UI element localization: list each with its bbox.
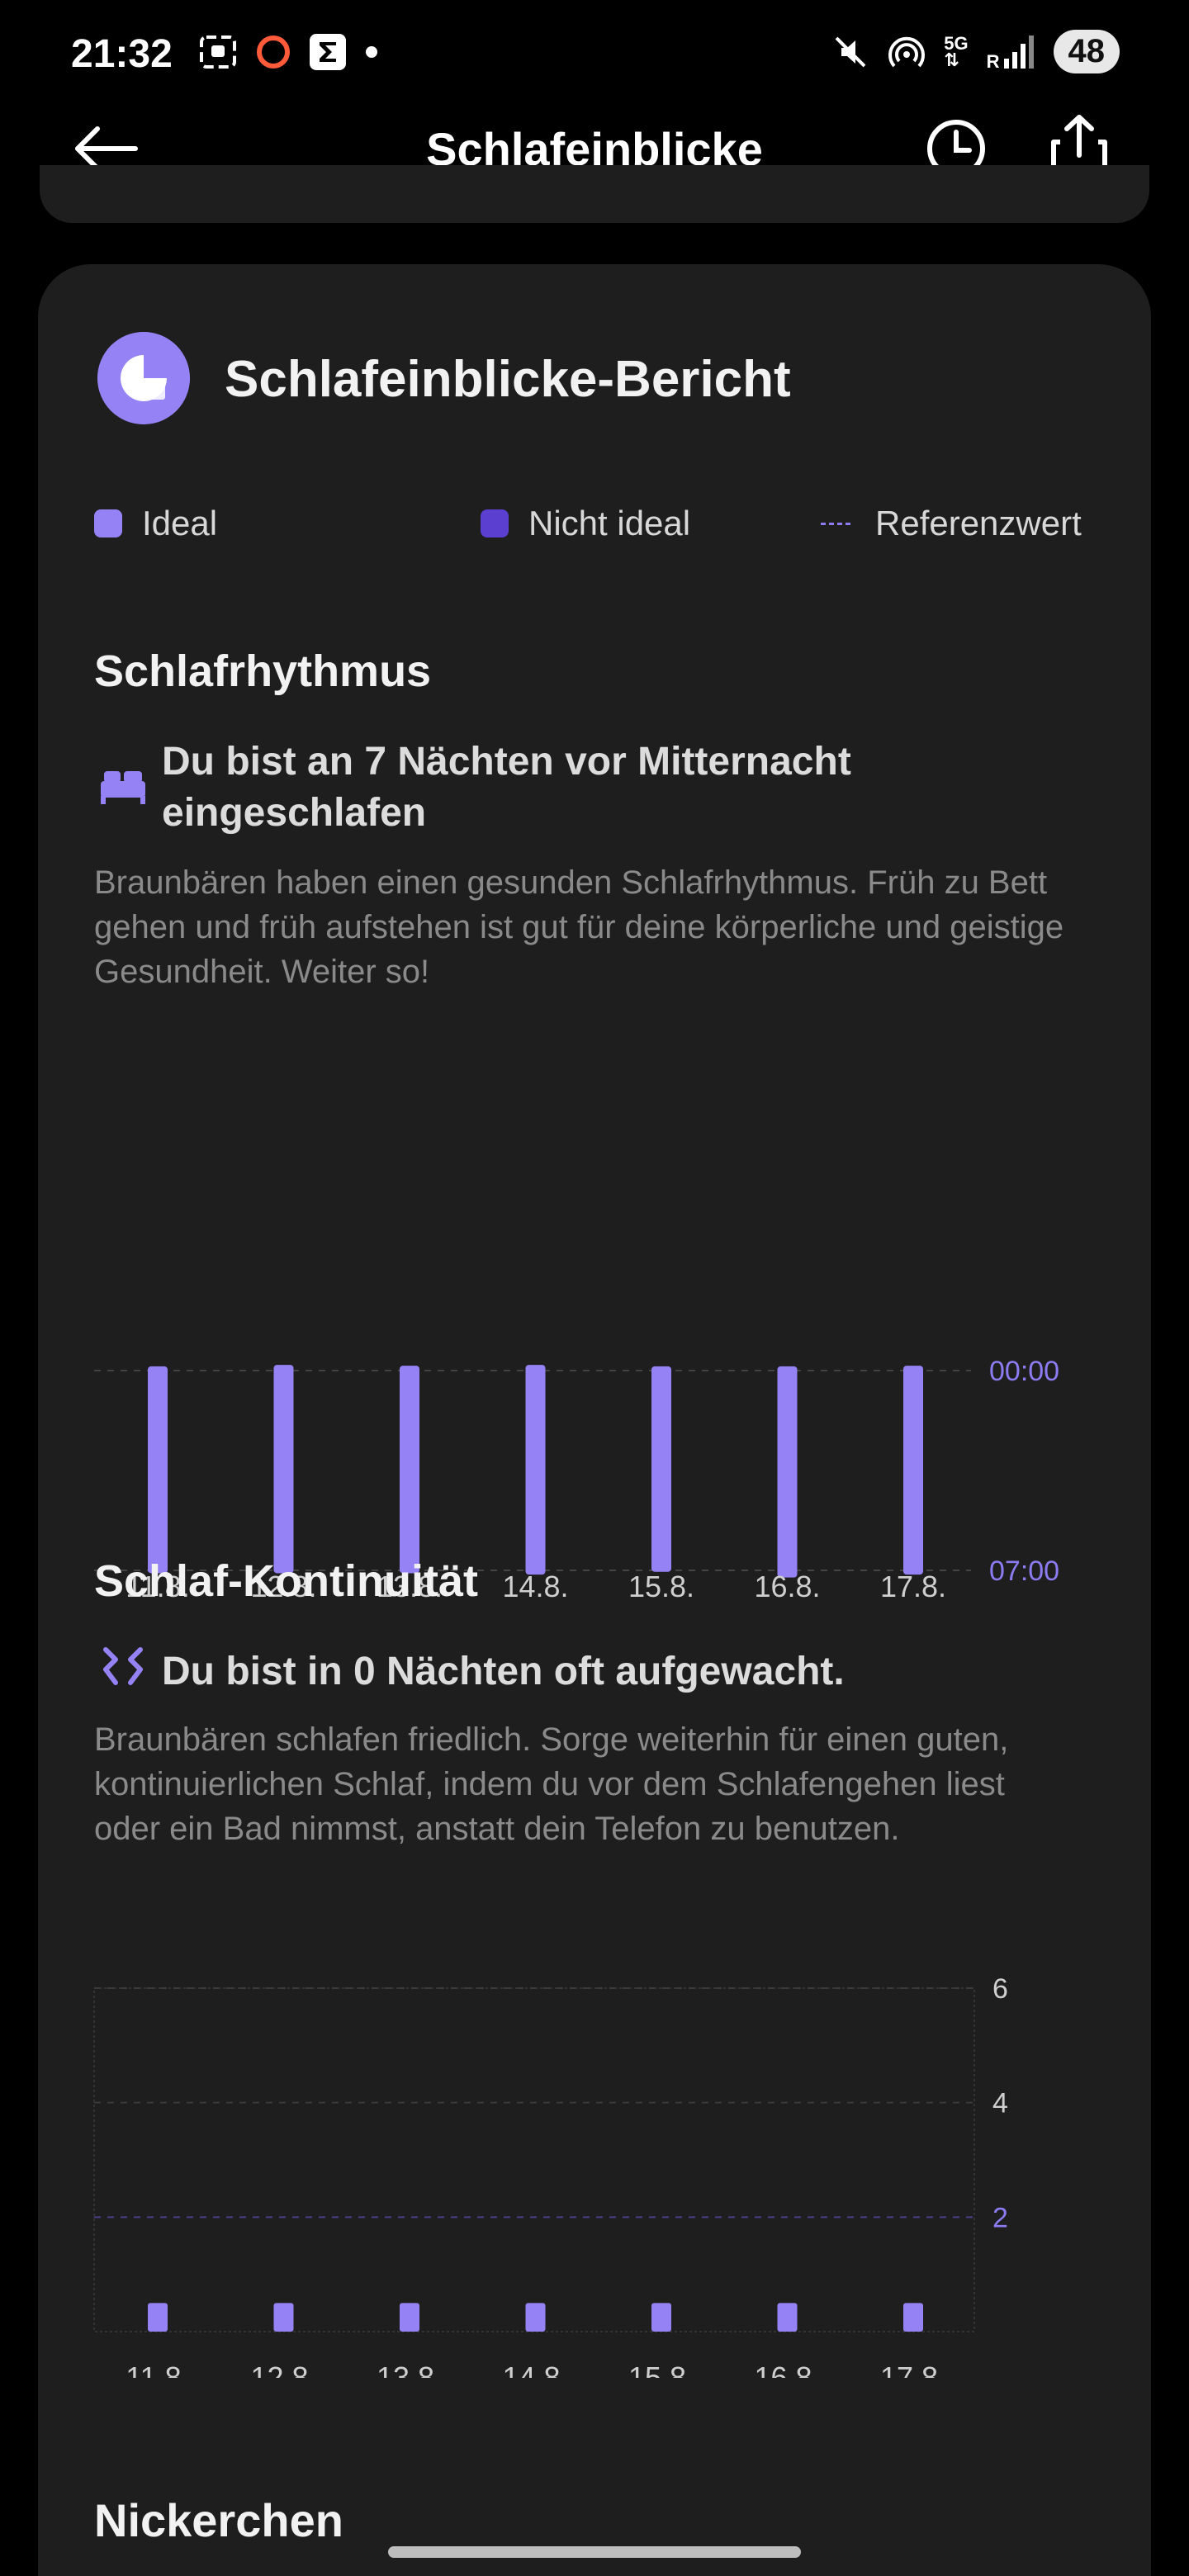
- continuity-x-label: 11.8.: [126, 2361, 189, 2378]
- rhythm-chart-plot: 00:00 07:00 11.8. 12.8. 13.8. 14.8. 15.8. 16.8.…: [94, 1356, 1059, 1602]
- battery-icon: 48: [1053, 30, 1120, 73]
- report-title: Schlafeinblicke-Bericht: [225, 351, 791, 408]
- status-right-icons: 5G ⇅ R 48: [831, 30, 1120, 73]
- mute-icon: [835, 36, 866, 67]
- legend-ideal: Ideal: [94, 504, 217, 543]
- wake-icon: [103, 1647, 143, 1685]
- continuity-body: Braunbären schlafen friedlich. Sorge wei…: [94, 1721, 1009, 1847]
- continuity-chart-plot: 6 4 2 11.8. 12.8. 13.8. 14.8. 15.8. 16.8. 17.8.: [93, 1973, 1008, 2378]
- rhythm-y-label: 00:00: [989, 1356, 1059, 1387]
- rhythm-bar: [903, 1366, 923, 1575]
- rhythm-bar: [273, 1365, 294, 1574]
- continuity-y-label: 6: [992, 1973, 1008, 2005]
- continuity-x-label: 17.8.: [880, 2361, 946, 2378]
- continuity-y-label: 4: [992, 2088, 1008, 2119]
- rhythm-body: Braunbären haben einen gesunden Schlafrh…: [94, 864, 1064, 990]
- rhythm-x-label: 13.8.: [377, 1570, 443, 1602]
- continuity-bar: [777, 2303, 798, 2332]
- continuity-x-label: 16.8.: [754, 2361, 820, 2378]
- sleep-continuity-chart: 6 4 2 11.8. 12.8. 13.8. 14.8. 15.8. 16.8. 17.8.: [38, 1965, 1151, 2493]
- rhythm-x-label: 15.8.: [628, 1570, 694, 1602]
- legend-not-ideal: Nicht ideal: [481, 504, 690, 543]
- continuity-x-label: 12.8.: [250, 2361, 316, 2378]
- rhythm-y-label: 07:00: [989, 1556, 1059, 1587]
- continuity-bar: [148, 2303, 168, 2332]
- legend-reference-label: Referenzwert: [875, 504, 1082, 542]
- rhythm-x-label: 11.8.: [126, 1570, 189, 1602]
- continuity-bar: [903, 2303, 923, 2332]
- continuity-headline: Du bist in 0 Nächten oft aufgewacht.: [162, 1650, 845, 1693]
- legend-not-ideal-label: Nicht ideal: [528, 504, 691, 542]
- signal-icon: R: [987, 34, 1035, 70]
- legend-reference: Referenzwert: [821, 504, 1082, 543]
- back-arrow-icon[interactable]: [73, 122, 139, 175]
- status-bar: 21:32 5G ⇅ R 48: [0, 0, 1189, 107]
- continuity-title: Schlaf-Kontinuität: [94, 1556, 478, 1606]
- hotspot-icon: [888, 36, 926, 67]
- rhythm-bar: [777, 1366, 798, 1578]
- ring-icon: [257, 36, 290, 69]
- continuity-bar: [525, 2303, 546, 2332]
- rhythm-x-label: 14.8.: [502, 1570, 568, 1602]
- net-r-label: R: [986, 50, 1000, 72]
- not-ideal-swatch: [481, 509, 509, 537]
- rhythm-x-label: 12.8.: [250, 1570, 316, 1602]
- battery-level: 48: [1068, 33, 1106, 69]
- dot-icon: [366, 46, 377, 58]
- rhythm-bar: [525, 1365, 546, 1575]
- 5g-icon: 5G ⇅: [944, 32, 969, 70]
- legend-ideal-label: Ideal: [142, 504, 218, 542]
- continuity-y-label: 2: [992, 2202, 1008, 2233]
- continuity-x-label: 13.8.: [377, 2361, 443, 2378]
- rhythm-bar: [400, 1366, 419, 1574]
- continuity-x-label: 15.8.: [628, 2361, 694, 2378]
- rhythm-title: Schlafrhythmus: [94, 646, 432, 696]
- continuity-plot-frame: [93, 1987, 975, 2332]
- screenshot-icon: [200, 36, 236, 69]
- naps-title: Nickerchen: [94, 2494, 343, 2546]
- sleep-rhythm-chart: 00:00 07:00 11.8. 12.8. 13.8. 14.8. 15.8. 16.8.…: [38, 1288, 1151, 1668]
- ideal-swatch: [94, 509, 122, 537]
- bed-icon: [101, 771, 145, 804]
- rhythm-headline: Du bist an 7 Nächten vor Mitternacht ein…: [162, 740, 851, 835]
- continuity-x-label: 14.8.: [502, 2361, 568, 2378]
- home-indicator: [388, 2546, 801, 2558]
- reference-line-swatch: [821, 522, 850, 525]
- sleep-report-card: Schlafeinblicke-Bericht Ideal Nicht idea…: [38, 264, 1151, 2576]
- continuity-bar: [651, 2303, 671, 2332]
- report-icon: [97, 332, 190, 424]
- continuity-bar: [273, 2303, 294, 2332]
- rhythm-x-label: 16.8.: [754, 1570, 820, 1602]
- status-time: 21:32: [71, 32, 173, 76]
- status-left-icons: [198, 33, 380, 71]
- continuity-bar: [400, 2303, 419, 2332]
- rhythm-bar: [651, 1366, 671, 1572]
- rhythm-bar: [148, 1366, 168, 1574]
- rhythm-x-label: 17.8.: [880, 1570, 946, 1602]
- previous-card-edge: [40, 165, 1149, 223]
- sigma-app-icon: [310, 34, 346, 70]
- net-5g-label: 5G: [944, 32, 969, 54]
